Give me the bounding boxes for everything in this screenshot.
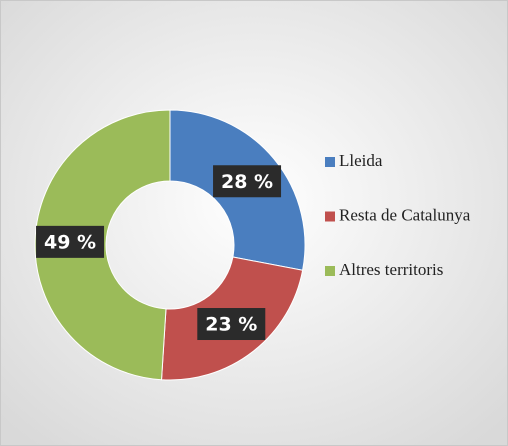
legend-label: Altres territoris [339,260,443,279]
legend-label: Lleida [339,151,383,170]
legend-swatch [325,211,335,222]
legend-swatch [325,266,335,276]
data-label: 28 % [221,171,273,193]
data-label-box [213,165,282,198]
data-label: 49 % [44,231,96,253]
legend-swatch [325,157,335,167]
data-label-box [36,225,105,258]
data-label: 23 % [205,314,257,336]
data-label-box [197,308,266,341]
legend-label: Resta de Catalunya [339,205,471,224]
